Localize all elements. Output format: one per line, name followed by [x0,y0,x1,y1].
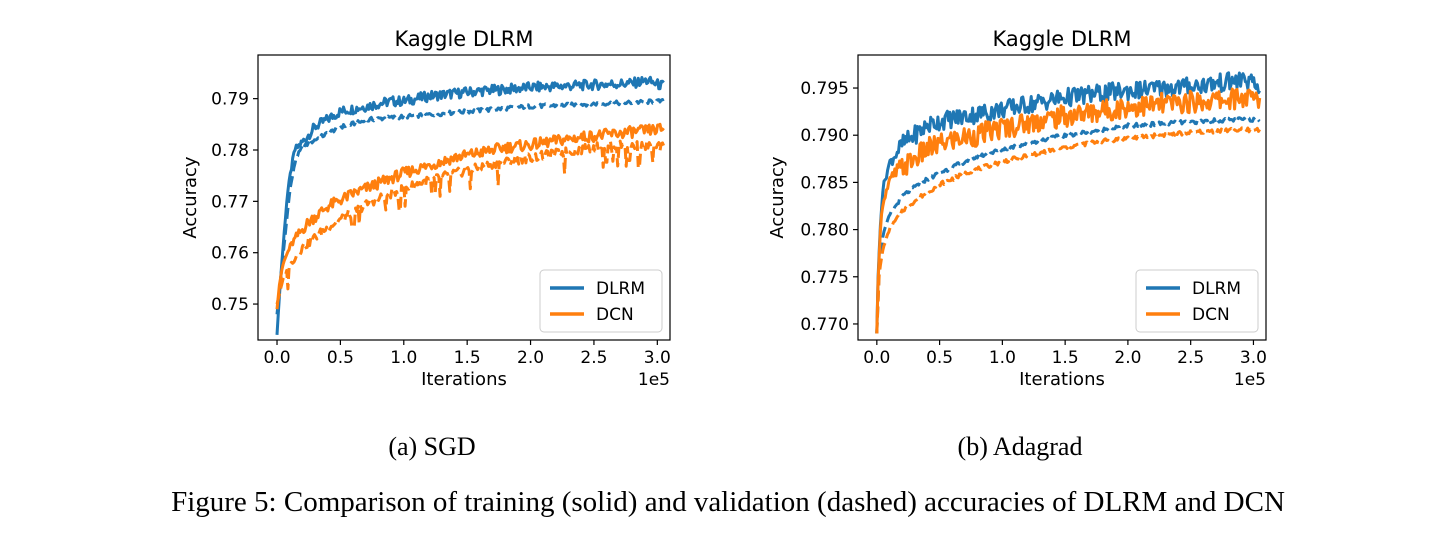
validation-line-dlrm [875,116,1261,334]
y-tick-label: 0.780 [800,221,849,241]
y-tick-label: 0.76 [211,244,249,264]
y-axis-label: Accuracy [180,156,201,239]
plot-frame [257,54,671,341]
subcaption-adagrad: (b) Adagrad [957,432,1083,461]
y-tick-label: 0.770 [800,315,849,335]
x-tick-label: 1.5 [1052,348,1079,368]
x-tick-label: 3.0 [1240,348,1267,368]
x-axis-multiplier: 1e5 [1234,370,1266,390]
x-tick-label: 2.0 [1114,348,1141,368]
x-tick-label: 2.5 [580,348,607,368]
legend: DLRM DCN [539,269,663,333]
subcaption-sgd: (a) SGD [388,432,476,461]
legend-label-dcn: DCN [596,305,634,325]
x-tick-label: 0.5 [327,348,354,368]
y-tick-label: 0.790 [800,126,849,146]
chart-title: Kaggle DLRM [395,27,534,51]
y-axis-label: Accuracy [767,156,788,239]
legend-box [1135,269,1259,333]
chart-panel-adagrad: Kaggle DLRM 0.0 0.5 1.0 1.5 2.0 2.5 3.0 0.770 0.7… [700,0,1400,420]
training-line-dcn [875,87,1262,334]
y-tick-label: 0.795 [800,79,849,99]
x-axis-label: Iterations [421,369,507,390]
chart-panel-sgd: Kaggle DLRM 0.0 0.5 1.0 1.5 2.0 2.5 3.0 0.75 0.76… [0,0,700,420]
plot-lines [275,75,666,335]
x-axis-multiplier: 1e5 [638,370,670,390]
y-tick-label: 0.785 [800,173,849,193]
validation-line-dcn [875,126,1261,334]
y-tick-label: 0.77 [211,192,249,212]
chart-title: Kaggle DLRM [993,27,1132,51]
y-tick-label: 0.75 [211,295,249,315]
y-tick-label: 0.78 [211,141,249,161]
training-line-dlrm [275,75,665,335]
x-tick-label: 1.5 [454,348,481,368]
legend-box [539,269,663,333]
legend: DLRM DCN [1135,269,1259,333]
legend-label-dlrm: DLRM [596,279,645,299]
x-tick-label: 1.0 [390,348,417,368]
x-tick-label: 0.5 [926,348,953,368]
plot-lines [875,71,1262,334]
x-axis-label: Iterations [1019,369,1105,390]
y-tick-label: 0.79 [211,90,249,110]
figure-caption: Figure 5: Comparison of training (solid)… [171,486,1285,518]
x-tick-label: 1.0 [989,348,1016,368]
chart-svg-sgd: Kaggle DLRM 0.0 0.5 1.0 1.5 2.0 2.5 3.0 0.75 0.76… [180,27,671,390]
training-line-dcn [275,122,665,310]
x-tick-label: 2.0 [517,348,544,368]
x-tick-label: 0.0 [863,348,890,368]
training-line-dlrm [875,71,1262,334]
legend-label-dlrm: DLRM [1192,279,1241,299]
x-tick-label: 3.0 [644,348,671,368]
legend-label-dcn: DCN [1192,305,1230,325]
chart-svg-adagrad: Kaggle DLRM 0.0 0.5 1.0 1.5 2.0 2.5 3.0 0.770 0.7… [767,27,1267,390]
plot-frame [857,54,1267,341]
x-tick-label: 2.5 [1177,348,1204,368]
y-tick-label: 0.775 [800,268,849,288]
validation-line-dlrm [275,98,666,315]
validation-line-dcn [275,139,666,305]
x-tick-label: 0.0 [263,348,290,368]
